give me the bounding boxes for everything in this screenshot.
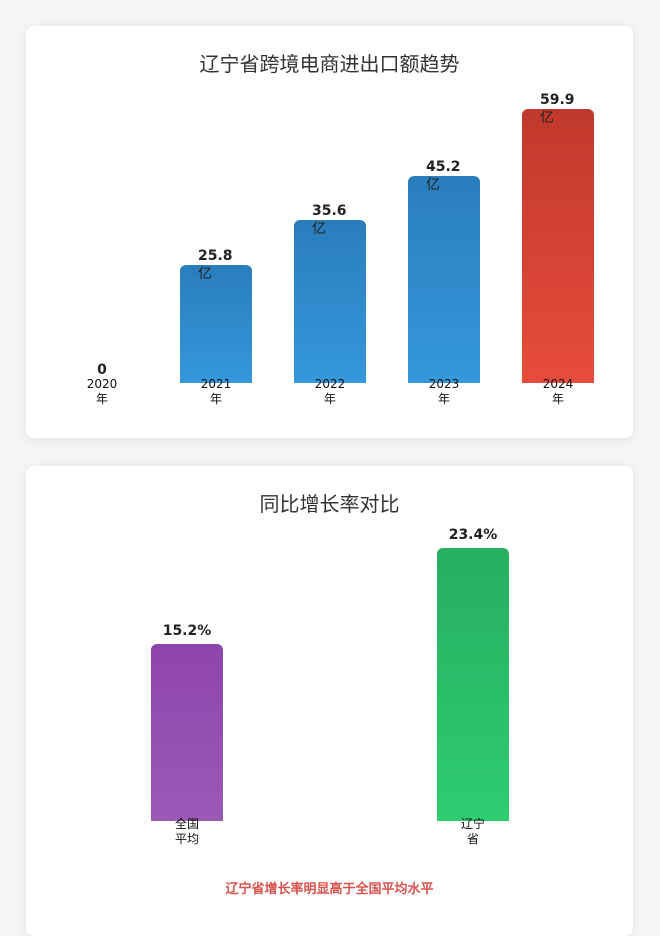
trend-category-label: 2024年 <box>542 377 574 406</box>
trend-bar <box>522 109 594 383</box>
trend-bar-value: 59.9 <box>540 92 575 108</box>
trend-bar-value: 45.2 <box>426 159 461 176</box>
trend-bar-unit: 亿 <box>198 265 212 282</box>
trend-bar-unit: 亿 <box>540 110 554 126</box>
yoy-bar-value: 15.2% <box>162 622 212 639</box>
trend-category-label: 2020年 <box>86 377 118 406</box>
yoy-chart-card: 同比增长率对比 辽宁省增长率明显高于全国平均水平 15.2% 全国平均 23.4% 辽… <box>26 466 633 936</box>
trend-bar-value: 35.6 <box>312 203 347 220</box>
trend-bar-unit: 亿 <box>312 221 326 238</box>
trend-category-label: 2022年 <box>314 377 346 406</box>
yoy-bar-value: 23.4% <box>448 527 498 543</box>
trend-category-label: 2023年 <box>428 377 460 406</box>
yoy-category-label: 辽宁省 <box>460 817 485 846</box>
yoy-chart-title: 同比增长率对比 <box>259 492 400 516</box>
trend-bar <box>294 220 366 383</box>
comparison-note: 辽宁省增长率明显高于全国平均水平 <box>225 882 434 897</box>
trend-bar <box>180 264 252 383</box>
trend-chart-card: 辽宁省跨境电商进出口额趋势 0 2020年 25.8 亿 2021年 35.6 亿 2022年… <box>26 26 633 438</box>
trend-category-label: 2021年 <box>200 377 232 406</box>
yoy-category-label: 全国平均 <box>174 817 199 846</box>
trend-bar-value: 25.8 <box>198 247 233 264</box>
trend-bar-value: 0 <box>97 362 107 378</box>
yoy-bar <box>151 643 223 821</box>
trend-bar-unit: 亿 <box>426 177 440 194</box>
trend-bar <box>408 176 480 383</box>
yoy-bar <box>437 548 509 821</box>
trend-chart-title: 辽宁省跨境电商进出口额趋势 <box>199 52 460 76</box>
